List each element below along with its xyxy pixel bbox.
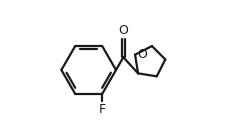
- Text: O: O: [138, 48, 148, 61]
- Text: F: F: [99, 103, 106, 116]
- Text: O: O: [118, 24, 128, 37]
